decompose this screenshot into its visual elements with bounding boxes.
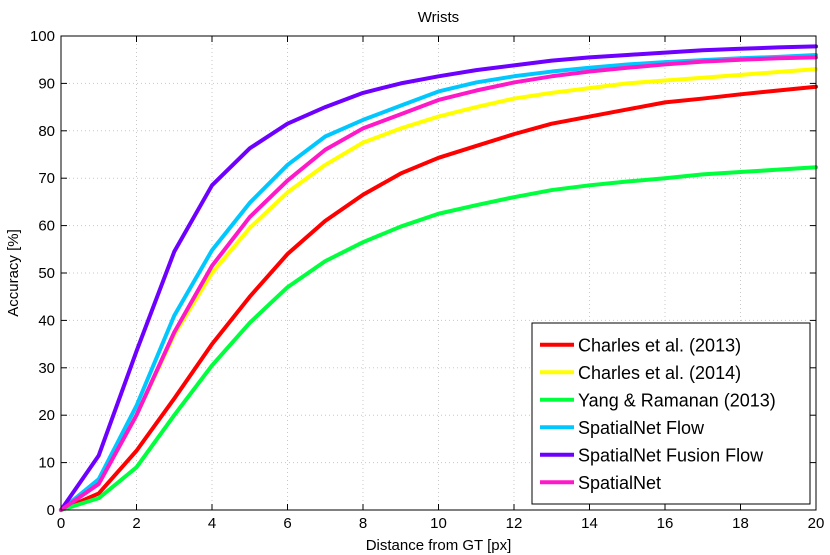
y-tick-label: 30 xyxy=(38,360,55,377)
x-tick-label: 2 xyxy=(132,515,140,532)
y-tick-label: 50 xyxy=(38,265,55,282)
legend-entry-label: Charles et al. (2014) xyxy=(578,363,741,383)
x-tick-label: 20 xyxy=(808,515,825,532)
x-tick-label: 0 xyxy=(57,515,65,532)
y-tick-label: 20 xyxy=(38,407,55,424)
chart-title: Wrists xyxy=(418,9,459,26)
legend-entry-label: SpatialNet Fusion Flow xyxy=(578,445,764,465)
series-line-1 xyxy=(59,84,818,512)
y-tick-label: 90 xyxy=(38,75,55,92)
legend: Charles et al. (2013) Charles et al. (201… xyxy=(531,322,811,505)
y-tick-label: 10 xyxy=(38,455,55,472)
legend-entry-label: SpatialNet xyxy=(578,473,661,493)
legend-entry-label: Charles et al. (2013) xyxy=(578,335,741,355)
series-line-5 xyxy=(59,44,818,512)
x-tick-label: 16 xyxy=(657,515,674,532)
y-tick-label: 40 xyxy=(38,312,55,329)
y-axis-label: Accuracy [%] xyxy=(5,229,22,317)
x-tick-label: 6 xyxy=(283,515,291,532)
x-tick-label: 14 xyxy=(581,515,598,532)
x-tick-label: 12 xyxy=(506,515,523,532)
legend-entry-label: SpatialNet Flow xyxy=(578,418,705,438)
x-tick-label: 10 xyxy=(430,515,447,532)
series-layer xyxy=(59,44,818,512)
y-tick-label: 0 xyxy=(47,502,55,519)
x-axis-label: Distance from GT [px] xyxy=(366,537,512,554)
x-tick-label: 4 xyxy=(208,515,216,532)
x-tick-label: 8 xyxy=(359,515,367,532)
y-tick-label: 80 xyxy=(38,123,55,140)
legend-entry-label: Yang & Ramanan (2013) xyxy=(578,390,776,410)
y-tick-label: 60 xyxy=(38,218,55,235)
y-tick-label: 70 xyxy=(38,170,55,187)
axis-ticks: 0 2 4 6 8 10 12 14 16 18 20 0 10 20 30 40 50 60 70 80 90 100 xyxy=(30,28,824,532)
y-tick-label: 100 xyxy=(30,28,55,45)
x-tick-label: 18 xyxy=(732,515,749,532)
series-line-6 xyxy=(59,55,818,512)
legend-box xyxy=(531,322,811,505)
series-line-3 xyxy=(59,165,818,512)
